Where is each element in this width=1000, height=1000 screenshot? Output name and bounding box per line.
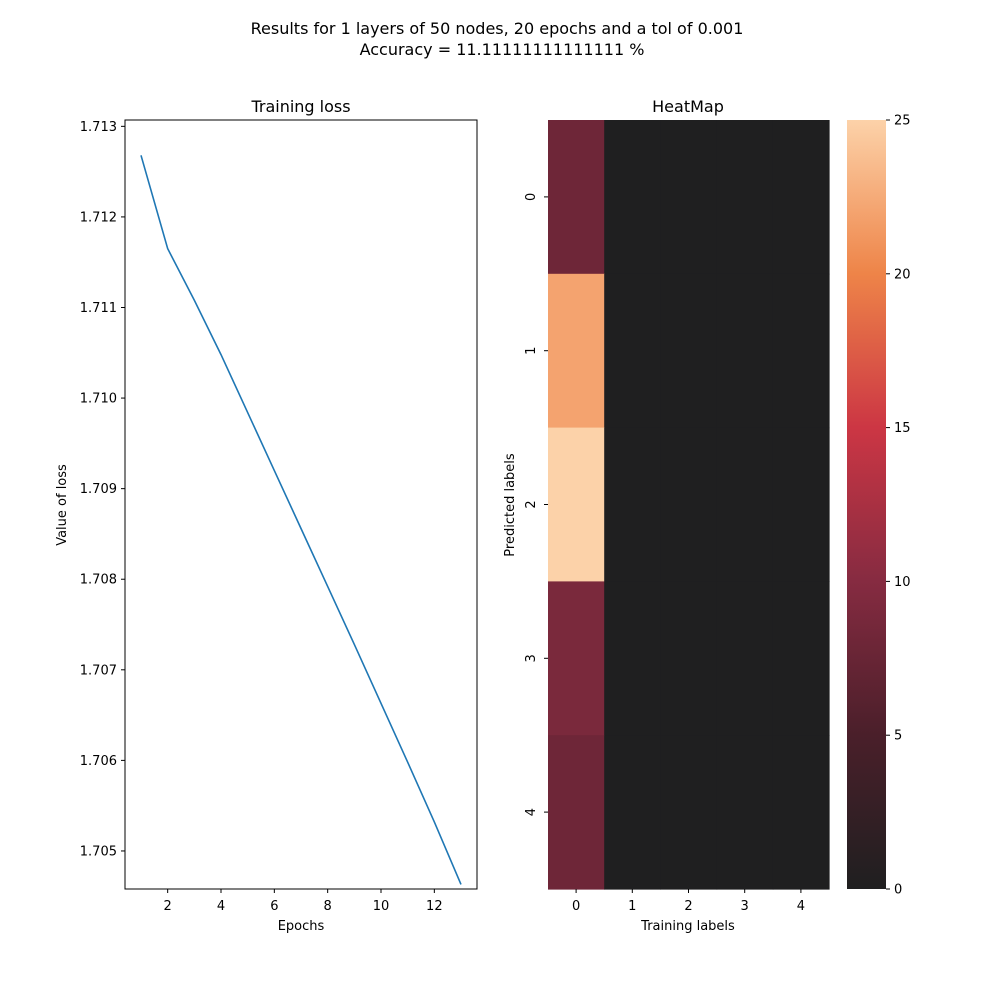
heatmap-cell bbox=[660, 273, 718, 429]
loss-x-tick-label: 8 bbox=[324, 899, 332, 914]
heatmap-cell bbox=[604, 273, 661, 429]
heatmap-cell bbox=[716, 735, 774, 890]
heatmap-cell bbox=[548, 273, 605, 429]
loss-y-tick-label: 1.712 bbox=[80, 210, 117, 225]
heatmap-cell bbox=[772, 273, 830, 429]
heatmap-cell bbox=[772, 120, 830, 275]
heatmap-x-tick-label: 0 bbox=[572, 899, 580, 914]
heatmap-cell bbox=[660, 735, 718, 890]
heatmap-cell bbox=[548, 581, 605, 736]
heatmap-cell bbox=[660, 427, 718, 582]
heatmap-cell bbox=[772, 735, 830, 890]
loss-y-tick-label: 1.710 bbox=[80, 392, 117, 407]
colorbar-tick-label: 15 bbox=[894, 421, 911, 436]
heatmap-cell bbox=[772, 427, 830, 582]
heatmap-cell bbox=[716, 427, 774, 582]
colorbar-tick-label: 10 bbox=[894, 575, 911, 590]
heatmap-cells bbox=[548, 120, 830, 890]
loss-y-tick-label: 1.711 bbox=[80, 301, 117, 316]
loss-y-tick-label: 1.708 bbox=[80, 573, 117, 588]
heatmap-y-tick-label: 2 bbox=[524, 500, 539, 508]
heatmap-cell bbox=[604, 120, 661, 275]
heatmap-x-tick-label: 2 bbox=[684, 899, 692, 914]
heatmap-y-label: Predicted labels bbox=[503, 453, 518, 557]
colorbar-tick-label: 20 bbox=[894, 267, 911, 282]
heatmap-y-ticks: 0 1 2 3 4 bbox=[524, 193, 548, 816]
loss-x-tick-label: 4 bbox=[217, 899, 225, 914]
heatmap-x-tick-label: 4 bbox=[797, 899, 805, 914]
heatmap-x-tick-label: 1 bbox=[628, 899, 636, 914]
loss-y-tick-label: 1.705 bbox=[80, 844, 117, 859]
heatmap-y-tick-label: 1 bbox=[524, 347, 539, 355]
heatmap-cell bbox=[604, 581, 661, 736]
loss-x-label: Epochs bbox=[278, 919, 325, 934]
colorbar-fill bbox=[847, 120, 886, 889]
heatmap-cell bbox=[772, 581, 830, 736]
colorbar-tick-label: 25 bbox=[894, 114, 911, 129]
heatmap-x-label: Training labels bbox=[640, 919, 735, 934]
heatmap-title: HeatMap bbox=[652, 97, 724, 116]
loss-series-line bbox=[140, 155, 462, 885]
colorbar-ticks: 0 5 10 15 20 25 bbox=[886, 114, 911, 898]
loss-y-label: Value of loss bbox=[55, 464, 70, 546]
suptitle-line1: Results for 1 layers of 50 nodes, 20 epo… bbox=[251, 19, 744, 38]
heatmap-y-tick-label: 0 bbox=[524, 193, 539, 201]
heatmap-y-tick-label: 3 bbox=[524, 654, 539, 662]
heatmap-cell bbox=[604, 735, 661, 890]
loss-y-tick-label: 1.707 bbox=[80, 663, 117, 678]
heatmap-x-tick-label: 3 bbox=[741, 899, 749, 914]
suptitle-line2: Accuracy = 11.11111111111111 % bbox=[360, 40, 645, 59]
heatmap-cell bbox=[548, 427, 605, 582]
loss-x-tick-label: 12 bbox=[426, 899, 443, 914]
heatmap-cell bbox=[548, 120, 605, 275]
colorbar-tick-label: 5 bbox=[894, 729, 902, 744]
heatmap-cell bbox=[548, 735, 605, 890]
loss-chart-title: Training loss bbox=[250, 97, 350, 116]
heatmap-cell bbox=[716, 273, 774, 429]
loss-y-tick-label: 1.706 bbox=[80, 754, 117, 769]
loss-x-tick-label: 10 bbox=[373, 899, 390, 914]
loss-x-ticks: 2 4 6 8 10 12 bbox=[164, 889, 443, 914]
loss-y-ticks: 1.705 1.706 1.707 1.708 1.709 1.710 1.711 1.712… bbox=[80, 120, 125, 859]
heatmap-cell bbox=[660, 581, 718, 736]
heatmap-x-ticks: 0 1 2 3 4 bbox=[572, 889, 805, 914]
training-loss-chart: Training loss 1.7051.7061.7071.7081.7091… bbox=[55, 97, 478, 934]
loss-y-tick-label: 1.709 bbox=[80, 482, 117, 497]
heatmap-cell bbox=[660, 120, 718, 275]
colorbar-tick-label: 0 bbox=[894, 883, 902, 898]
heatmap-cell bbox=[604, 427, 661, 582]
colorbar: 0 5 10 15 20 25 bbox=[847, 114, 911, 898]
loss-y-tick-label: 1.713 bbox=[80, 120, 117, 135]
loss-plot-frame bbox=[124, 119, 478, 890]
heatmap-cell bbox=[716, 120, 774, 275]
loss-x-tick-label: 2 bbox=[164, 899, 172, 914]
heatmap-chart: HeatMap 0 1 2 3 4 0 1 2 3 4 Training labels Pred… bbox=[503, 97, 830, 934]
loss-x-tick-label: 6 bbox=[270, 899, 278, 914]
heatmap-y-tick-label: 4 bbox=[524, 808, 539, 816]
heatmap-cell bbox=[716, 581, 774, 736]
